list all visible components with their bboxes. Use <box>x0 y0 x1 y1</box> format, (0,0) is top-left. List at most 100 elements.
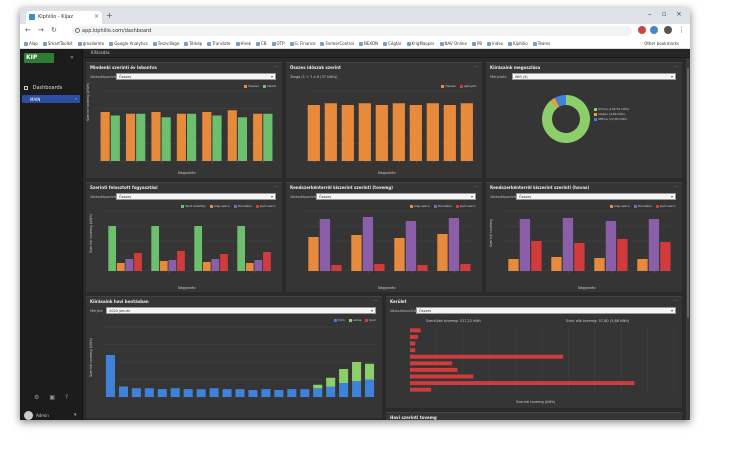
other-bookmarks[interactable]: Other bookmarks <box>644 41 679 46</box>
legend-item[interactable]: Összes <box>437 84 456 88</box>
bar[interactable] <box>364 379 375 398</box>
bar[interactable] <box>116 263 125 271</box>
donut-slice[interactable] <box>550 97 560 109</box>
legend-item[interactable]: Rendelés <box>230 204 252 208</box>
bar[interactable] <box>410 341 416 346</box>
bookmark-item[interactable]: Alap <box>24 41 38 46</box>
bar[interactable] <box>194 226 203 271</box>
legend-item[interactable]: Összes <box>240 84 259 88</box>
panel-menu-icon[interactable]: ⋯ <box>273 64 278 70</box>
bookmark-item[interactable]: SmartToolkit <box>42 41 73 46</box>
bar[interactable] <box>211 259 220 271</box>
bar[interactable] <box>394 238 405 271</box>
bar[interactable] <box>324 103 337 161</box>
bookmark-item[interactable]: Translate <box>207 41 231 46</box>
extension-icon[interactable] <box>650 26 658 34</box>
bar[interactable] <box>177 251 185 271</box>
filter-select[interactable]: Összes ▾ <box>416 307 676 314</box>
bar[interactable] <box>460 264 471 271</box>
maximize-icon[interactable]: ▫ <box>662 10 667 18</box>
bar[interactable] <box>307 105 320 161</box>
bookmark-item[interactable]: NEXON <box>358 41 378 46</box>
bar[interactable] <box>237 226 246 271</box>
bar[interactable] <box>136 113 146 161</box>
bar[interactable] <box>151 226 160 271</box>
bar[interactable] <box>352 362 362 382</box>
panel-menu-icon[interactable]: ⋯ <box>273 184 278 190</box>
bar[interactable] <box>222 389 232 397</box>
legend-item[interactable]: Online (145,55 kWh) <box>590 107 629 111</box>
legend-item[interactable]: Javít szerv. <box>452 204 476 208</box>
bookmark-item[interactable]: FarmerControl <box>320 41 354 46</box>
bar[interactable] <box>202 112 212 161</box>
collapse-sidebar-icon[interactable]: « <box>70 54 74 61</box>
bookmark-item[interactable]: KrigMapper <box>406 41 435 46</box>
bar[interactable] <box>617 239 628 271</box>
bar[interactable] <box>326 377 336 387</box>
bar[interactable] <box>339 369 349 383</box>
legend-item[interactable]: Alap szerv. <box>206 204 230 208</box>
bar[interactable] <box>263 252 271 271</box>
extension-icon[interactable] <box>638 26 646 34</box>
bookmark-item[interactable]: Teszvillage <box>152 41 179 46</box>
bar[interactable] <box>144 388 154 397</box>
bar[interactable] <box>245 263 254 271</box>
profile-avatar-icon[interactable] <box>664 26 672 34</box>
browser-menu-icon[interactable]: ⋮ <box>678 26 685 34</box>
legend-item[interactable]: Javít szerv. <box>652 204 676 208</box>
legend-item[interactable]: Teret szektály <box>177 204 206 208</box>
bar[interactable] <box>170 388 180 397</box>
bookmark-item[interactable]: Teams <box>532 41 550 46</box>
donut-slice[interactable] <box>542 95 590 143</box>
bar[interactable] <box>235 389 245 397</box>
bar[interactable] <box>339 383 349 397</box>
page-scrollbar[interactable] <box>686 58 690 420</box>
bar[interactable] <box>562 218 574 271</box>
bar[interactable] <box>168 260 177 271</box>
bar[interactable] <box>519 219 531 271</box>
bar[interactable] <box>341 105 354 161</box>
bar[interactable] <box>274 390 284 397</box>
bar[interactable] <box>605 221 617 271</box>
bar[interactable] <box>362 217 374 271</box>
bookmark-item[interactable]: Index <box>487 41 503 46</box>
legend-item[interactable]: Intm <box>330 318 345 322</box>
bar[interactable] <box>594 258 605 271</box>
sidebar-subitem-main[interactable]: MAIN › <box>22 95 80 103</box>
bar[interactable] <box>248 390 258 397</box>
bar[interactable] <box>196 389 206 397</box>
panel-menu-icon[interactable]: ⋯ <box>673 298 678 304</box>
close-window-icon[interactable]: × <box>676 10 682 18</box>
legend-item[interactable]: Offline (12,85 kWh) <box>590 117 627 121</box>
bar[interactable] <box>531 241 542 271</box>
bar[interactable] <box>410 387 432 392</box>
bar[interactable] <box>202 262 211 271</box>
bar[interactable] <box>183 389 193 397</box>
filter-select[interactable]: Összes ▾ <box>116 73 276 80</box>
bar[interactable] <box>392 103 405 161</box>
legend-item[interactable]: Ideális (4,89 kWh) <box>590 112 625 116</box>
bar[interactable] <box>410 354 564 359</box>
filter-select[interactable]: Összes ▾ <box>116 193 276 200</box>
bookmark-item[interactable]: Térkép <box>184 41 202 46</box>
bar[interactable] <box>159 261 168 271</box>
legend-item[interactable]: Alap szerv. <box>406 204 430 208</box>
minimize-icon[interactable]: – <box>648 10 652 18</box>
panel-menu-icon[interactable]: ⋯ <box>673 64 678 70</box>
legend-item[interactable]: Idézet <box>259 84 276 88</box>
bookmark-item[interactable]: Hírek <box>235 41 251 46</box>
bar[interactable] <box>551 257 562 271</box>
bar[interactable] <box>176 113 186 161</box>
bar[interactable] <box>253 113 263 161</box>
sidebar-item-dashboards[interactable]: Dashboards <box>24 85 62 91</box>
bar[interactable] <box>125 113 136 161</box>
bar[interactable] <box>648 219 660 271</box>
bar[interactable] <box>313 388 323 397</box>
filter-select[interactable]: 2020 január ▾ <box>106 307 376 314</box>
donut-slice[interactable] <box>554 95 566 107</box>
bar[interactable] <box>508 259 519 271</box>
bar[interactable] <box>574 243 585 271</box>
help-icon[interactable]: ? <box>64 394 69 401</box>
bar[interactable] <box>364 363 375 380</box>
bar[interactable] <box>448 218 460 271</box>
